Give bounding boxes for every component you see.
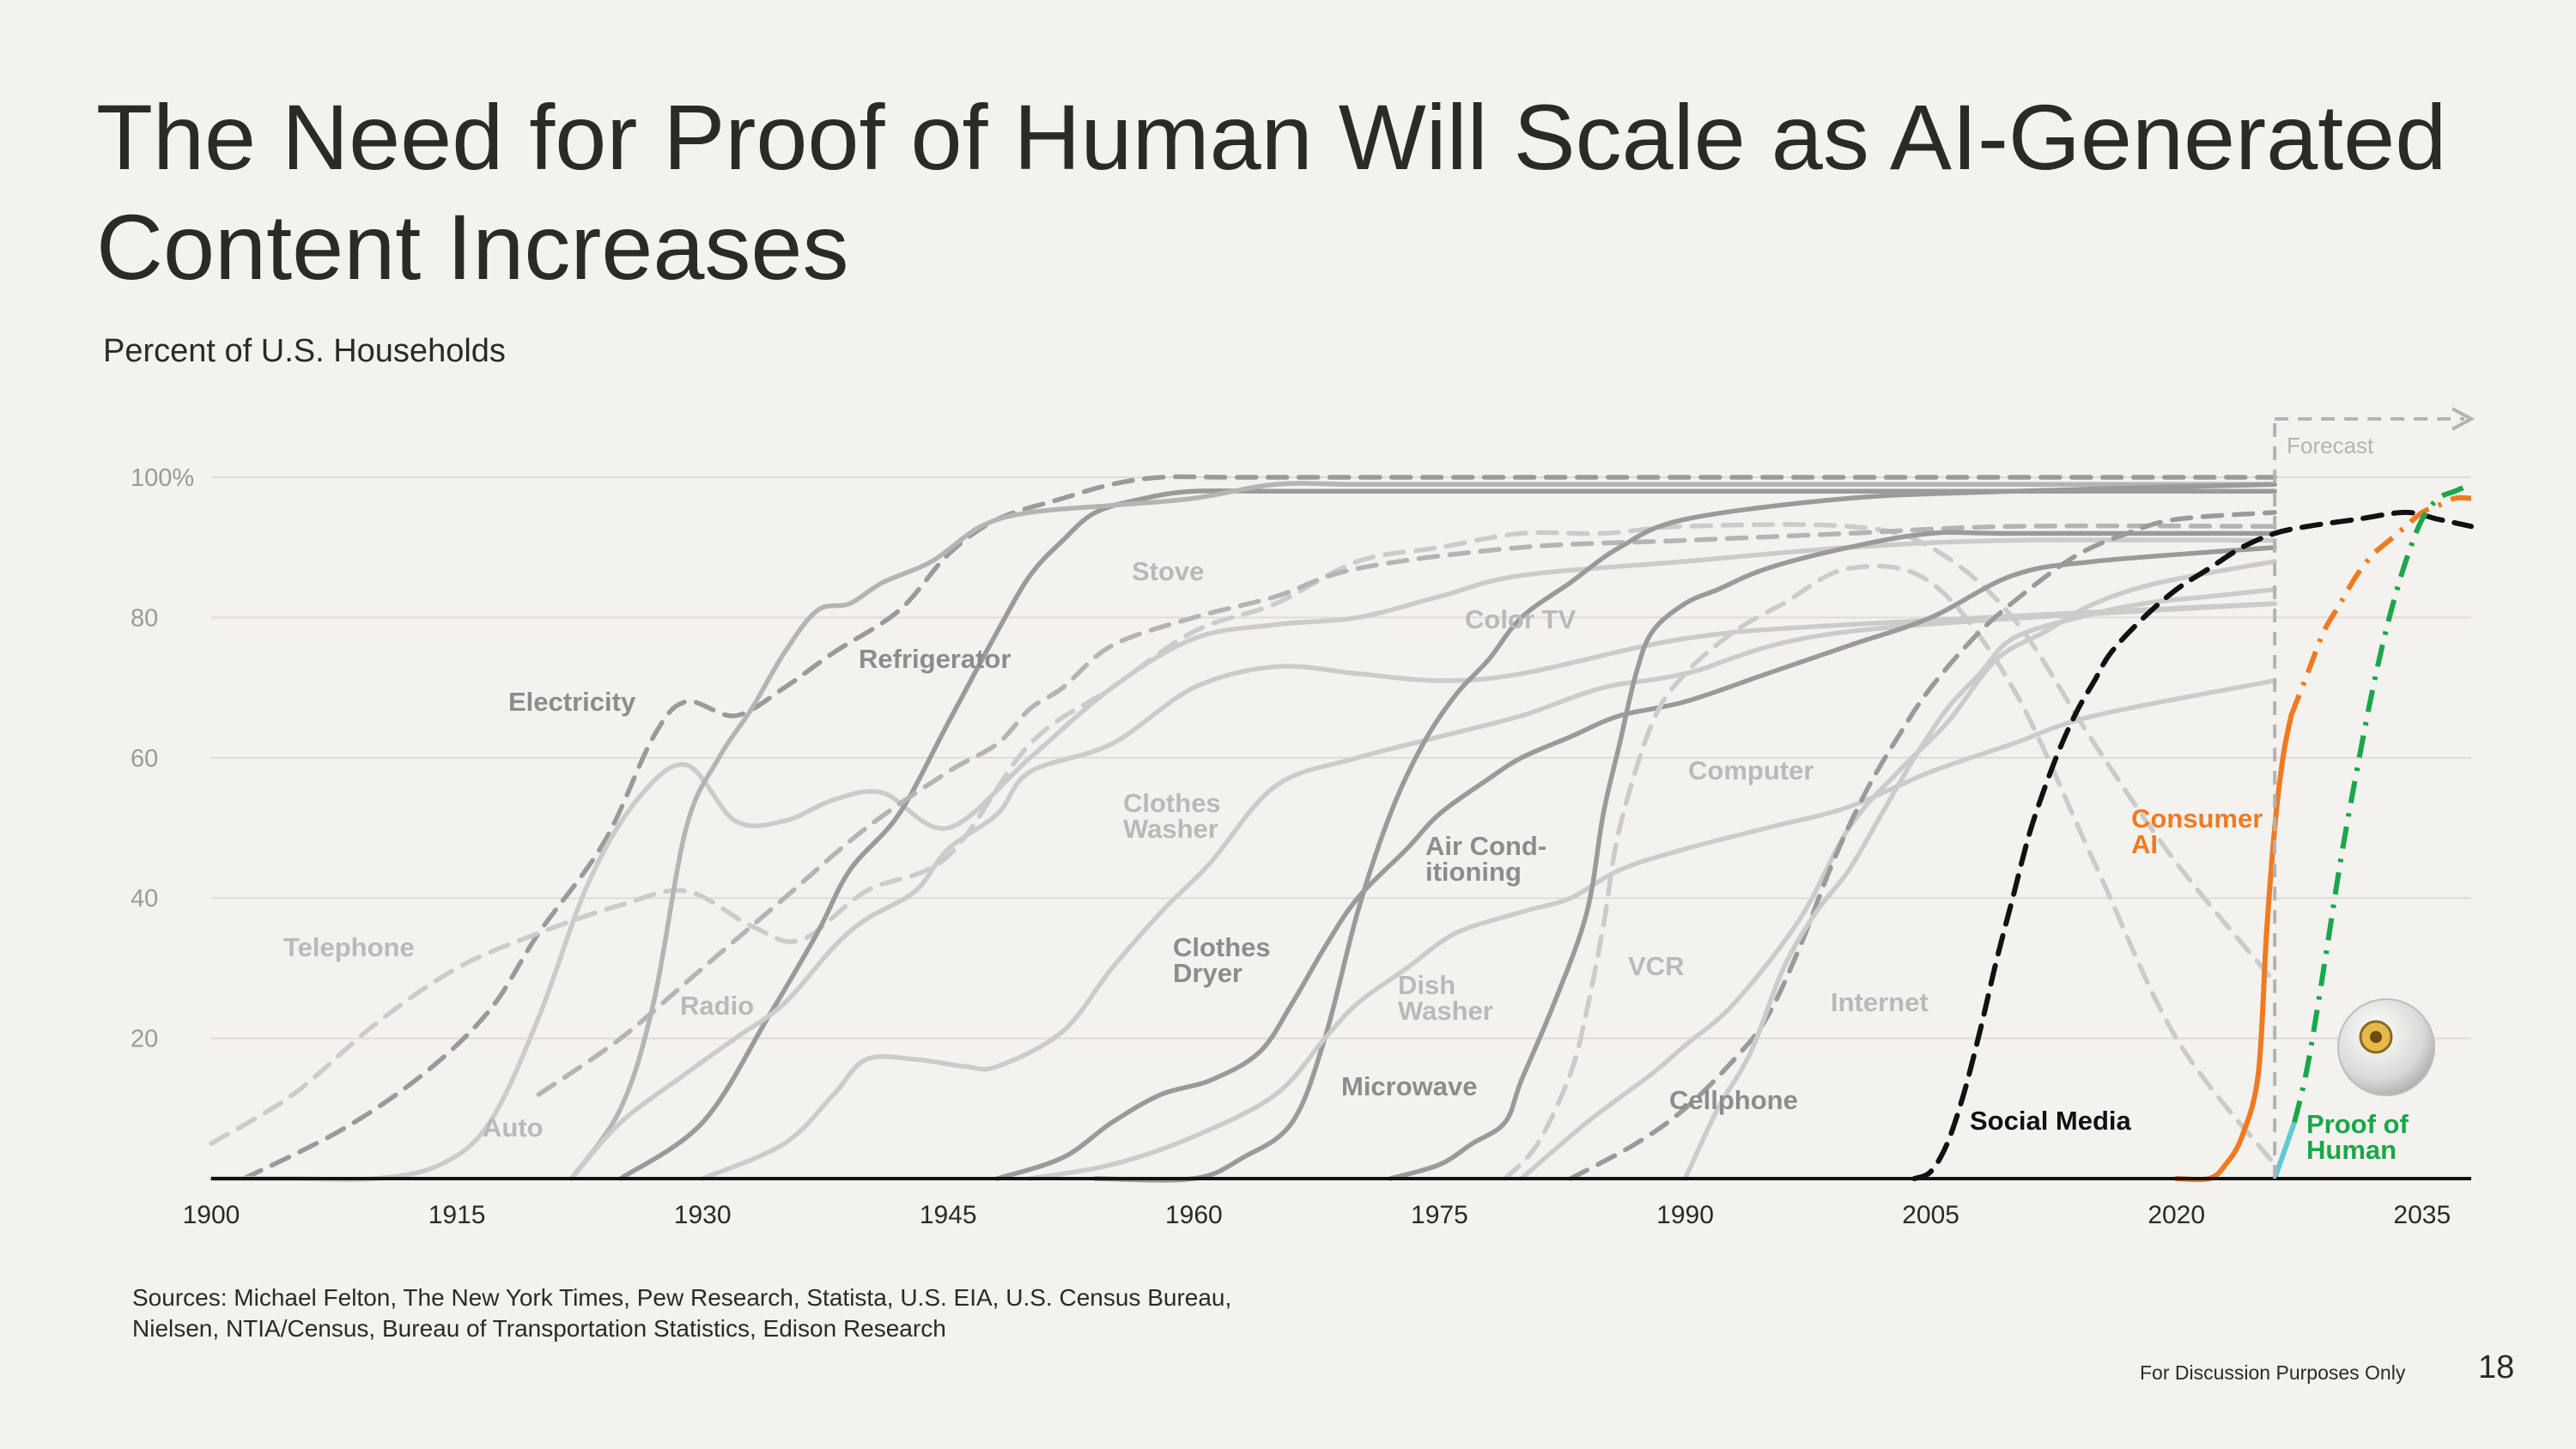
series-line-microwave [1388, 530, 2277, 1181]
series-label-electricity: Electricity [508, 687, 636, 717]
series-label-dish-washer: Dish Washer [1398, 970, 1493, 1026]
series-line-clothes-washer [568, 601, 2277, 1181]
series-line-electricity [241, 474, 2277, 1181]
page-title: The Need for Proof of Human Will Scale a… [96, 85, 2447, 299]
x-tick-label: 1960 [1165, 1201, 1223, 1229]
series-line-cellphone [1568, 510, 2277, 1181]
series-line-stove [536, 523, 2277, 1097]
series-label-clothes-washer: Clothes Washer [1123, 788, 1221, 844]
x-tick-label: 1990 [1656, 1201, 1714, 1229]
forecast-arrow-icon [2451, 407, 2476, 431]
y-axis-subtitle: Percent of U.S. Households [103, 333, 506, 369]
series-label-internet: Internet [1831, 987, 1929, 1017]
x-tick-label: 2005 [1902, 1201, 1959, 1229]
series-label-auto: Auto [483, 1113, 544, 1143]
sources-note: Sources: Michael Felton, The New York Ti… [132, 1284, 1232, 1342]
series-line-internet [1682, 586, 2277, 1181]
series-label-stove: Stove [1132, 556, 1204, 586]
series-label-social-media: Social Media [1970, 1106, 2132, 1136]
series-label-refrigerator: Refrigerator [859, 644, 1011, 674]
series-line-refrigerator [618, 488, 2277, 1181]
series-line-radio [568, 481, 2277, 1181]
page-number: 18 [2478, 1349, 2515, 1385]
x-tick-label: 1900 [183, 1201, 240, 1229]
series-line-vcr [1502, 563, 2277, 1181]
y-tick-label: 100% [131, 464, 194, 492]
series-line-air-conditioning [994, 544, 2277, 1181]
series-line-proof-of-human-start [2272, 1121, 2297, 1179]
y-tick-label: 40 [131, 885, 158, 912]
y-tick-label: 60 [131, 745, 158, 773]
orb-lens-pupil [2370, 1031, 2382, 1043]
series-label-vcr: VCR [1628, 951, 1684, 981]
y-tick-label: 80 [131, 604, 158, 632]
series-label-air-cond-itioning: Air Cond-itioning [1425, 831, 1546, 887]
series-line-consumer-ai-forecast [2288, 494, 2472, 717]
series-line-telephone [209, 522, 2277, 1146]
x-tick-label: 1975 [1411, 1201, 1468, 1229]
x-tick-label: 1945 [920, 1201, 977, 1229]
series-label-proof-of-human: Proof of Human [2306, 1109, 2409, 1165]
series-line-auto [209, 537, 2277, 1182]
x-tick-label: 1915 [428, 1201, 486, 1229]
series-line-clothes-dryer [700, 601, 2277, 1181]
series-line-dish-washer [1027, 678, 2277, 1181]
series-label-microwave: Microwave [1341, 1071, 1478, 1101]
disclaimer: For Discussion Purposes Only [2140, 1361, 2406, 1384]
series-line-color-tv [1093, 482, 2277, 1183]
series-label-computer: Computer [1688, 755, 1814, 785]
x-tick-label: 2020 [2148, 1201, 2205, 1229]
series-label-color-tv: Color TV [1465, 604, 1576, 634]
x-tick-label: 2035 [2393, 1201, 2451, 1229]
y-tick-label: 20 [131, 1026, 158, 1053]
forecast-label: Forecast [2287, 433, 2374, 458]
series-label-clothes-dryer: Clothes Dryer [1173, 932, 1271, 988]
x-tick-label: 1930 [674, 1201, 732, 1229]
series-label-cellphone: Cellphone [1669, 1085, 1798, 1115]
series-label-radio: Radio [680, 991, 754, 1021]
series-line-computer [1519, 559, 2277, 1181]
series-label-consumer-ai: Consumer AI [2131, 803, 2263, 859]
series-line-consumer-ai [2173, 712, 2294, 1183]
series-label-telephone: Telephone [283, 932, 415, 962]
series-line-social-media [1911, 509, 2474, 1181]
